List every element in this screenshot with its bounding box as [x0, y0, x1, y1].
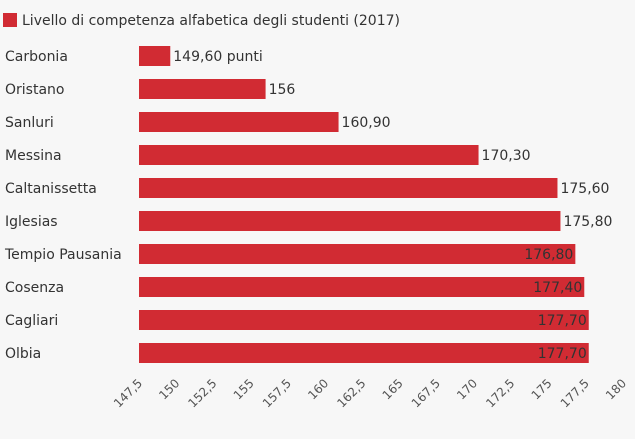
category-label: Messina	[5, 148, 62, 164]
category-label: Iglesias	[5, 214, 58, 230]
x-axis-tick-labels: 147,5 150 152,5 155 157,5 160 162,5 165 167,5 170…	[111, 376, 629, 410]
value-label: 177,70	[538, 313, 587, 329]
bar	[139, 79, 266, 99]
value-label: 156	[269, 82, 296, 98]
bar	[139, 46, 171, 66]
legend-label: Livello di competenza alfabetica degli s…	[22, 13, 400, 29]
category-label: Cosenza	[5, 280, 64, 296]
x-tick-label: 165	[380, 376, 406, 402]
value-label: 177,70	[538, 346, 587, 362]
legend-swatch	[3, 13, 17, 27]
category-label: Oristano	[5, 82, 64, 98]
bar	[139, 145, 479, 165]
x-tick-label: 167,5	[409, 376, 443, 410]
x-tick-label: 180	[603, 376, 629, 402]
x-tick-label: 147,5	[111, 376, 145, 410]
value-label: 175,60	[560, 181, 609, 197]
x-tick-label: 150	[156, 376, 182, 402]
bars	[139, 46, 589, 363]
x-tick-label: 172,5	[483, 376, 517, 410]
value-labels: 149,60 punti 156 160,90 170,30 175,60 175,80 1…	[173, 49, 612, 362]
x-tick-label: 152,5	[185, 376, 219, 410]
legend: Livello di competenza alfabetica degli s…	[3, 13, 400, 29]
x-tick-label: 160	[305, 376, 331, 402]
x-tick-label: 157,5	[260, 376, 294, 410]
bar	[139, 343, 589, 363]
bar	[139, 244, 576, 264]
bar	[139, 211, 561, 231]
bar	[139, 277, 585, 297]
category-label: Sanluri	[5, 115, 54, 131]
category-labels: Carbonia Oristano Sanluri Messina Caltanisse…	[4, 49, 122, 362]
x-tick-label: 177,5	[558, 376, 592, 410]
value-label: 160,90	[342, 115, 391, 131]
category-label: Olbia	[5, 346, 41, 362]
value-label: 177,40	[533, 280, 582, 296]
bar	[139, 310, 589, 330]
category-label: Carbonia	[5, 49, 68, 65]
x-tick-label: 170	[454, 376, 480, 402]
x-tick-label: 162,5	[334, 376, 368, 410]
bar	[139, 112, 339, 132]
value-label: 175,80	[563, 214, 612, 230]
category-label: Caltanissetta	[5, 181, 97, 197]
value-label: 149,60 punti	[173, 49, 262, 65]
x-tick-label: 175	[529, 376, 555, 402]
value-label: 170,30	[482, 148, 531, 164]
bar	[139, 178, 558, 198]
category-label: Cagliari	[5, 313, 58, 329]
x-tick-label: 155	[231, 376, 257, 402]
category-label: Tempio Pausania	[4, 247, 122, 263]
value-label: 176,80	[524, 247, 573, 263]
